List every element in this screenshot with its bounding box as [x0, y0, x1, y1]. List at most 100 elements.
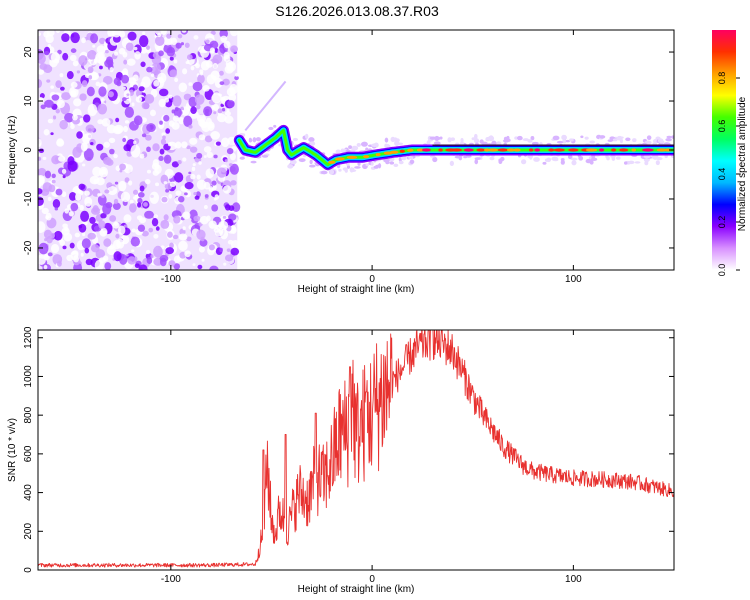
ridge-hotspot — [585, 148, 598, 152]
noise-speck — [114, 51, 118, 56]
ridge-hotspot — [513, 148, 521, 152]
noise-speck — [123, 125, 128, 133]
noise-speck — [219, 81, 225, 86]
noise-speck — [62, 175, 66, 179]
noise-speck — [76, 131, 83, 139]
noise-speck — [174, 172, 184, 183]
noise-speck — [61, 33, 70, 43]
noise-speck — [53, 230, 63, 241]
noise-speck — [81, 37, 86, 44]
noise-speck — [70, 32, 80, 44]
ridge-halo-speck — [378, 163, 382, 169]
noise-speck — [57, 49, 62, 55]
noise-speck — [163, 154, 172, 164]
noise-speck — [228, 213, 237, 221]
noise-speck — [70, 90, 77, 97]
ridge-halo-speck — [360, 141, 368, 147]
colorbar-tick-label: 0.6 — [717, 120, 727, 133]
noise-speck — [69, 242, 75, 249]
noise-speck — [214, 229, 223, 237]
noise-speck — [50, 85, 55, 89]
noise-speck — [183, 115, 193, 127]
noise-speck — [133, 46, 138, 51]
y-tick-label: 0 — [23, 567, 34, 573]
noise-speck — [43, 30, 50, 38]
ridge-halo-speck — [479, 139, 484, 144]
ridge-halo-speck — [625, 137, 631, 142]
noise-speck — [129, 203, 137, 213]
noise-speck — [230, 180, 237, 186]
ridge-halo-speck — [309, 164, 316, 168]
noise-speck — [133, 196, 137, 200]
noise-speck — [165, 247, 174, 255]
noise-speck — [181, 141, 188, 149]
noise-speck — [95, 81, 101, 87]
ridge-halo-speck — [252, 137, 257, 143]
colorbar: 0.0 0.2 0.4 0.6 0.8 Normalized spectral ampl… — [712, 30, 748, 276]
noise-speck — [158, 98, 166, 108]
noise-speck — [103, 75, 113, 85]
noise-speck — [98, 166, 109, 178]
noise-speck — [195, 62, 200, 69]
noise-speck — [196, 174, 201, 180]
noise-speck — [47, 118, 54, 124]
noise-speck — [198, 118, 205, 127]
ridge-halo-speck — [348, 145, 353, 150]
noise-speck — [72, 146, 82, 158]
x-tick-label: 0 — [369, 274, 375, 285]
noise-speck — [125, 254, 129, 257]
noise-speck — [57, 260, 62, 267]
noise-speck — [211, 204, 219, 212]
ridge-hotspot — [619, 148, 629, 152]
noise-speck — [100, 212, 107, 219]
ridge-halo-speck — [292, 137, 299, 142]
noise-speck — [38, 242, 49, 255]
ridge-halo-speck — [350, 149, 356, 153]
ridge-hotspot — [363, 155, 370, 159]
noise-speck — [58, 155, 66, 162]
noise-speck — [223, 51, 230, 60]
noise-speck — [63, 232, 73, 242]
noise-speck — [194, 94, 205, 105]
noise-speck — [197, 74, 205, 84]
ridge-hotspot — [568, 148, 579, 152]
ridge-halo-speck — [578, 155, 584, 161]
noise-speck — [54, 207, 59, 211]
noise-speck — [87, 66, 94, 74]
noise-speck — [70, 48, 77, 53]
noise-speck — [150, 254, 154, 259]
noise-speck — [216, 113, 227, 123]
noise-speck — [79, 117, 84, 122]
noise-speck — [123, 144, 131, 152]
noise-speck — [101, 194, 105, 199]
noise-speck — [83, 148, 94, 161]
ridge-halo-speck — [432, 156, 438, 163]
noise-speck — [163, 214, 169, 221]
noise-speck — [163, 181, 168, 185]
noise-speck — [55, 80, 62, 89]
noise-speck — [206, 151, 214, 159]
noise-speck — [38, 79, 43, 88]
ridge-halo-speck — [458, 155, 463, 161]
noise-speck — [229, 163, 239, 175]
noise-speck — [61, 168, 67, 174]
noise-speck — [228, 93, 237, 102]
noise-speck — [38, 221, 46, 233]
noise-speck — [226, 108, 230, 113]
noise-speck — [104, 49, 109, 54]
noise-speck — [131, 102, 135, 107]
noise-speck — [208, 186, 214, 192]
faint-streak — [244, 80, 287, 132]
noise-speck — [172, 95, 182, 107]
snr-xlabel: Height of straight line (km) — [298, 584, 415, 595]
noise-speck — [234, 75, 239, 81]
noise-speck — [174, 77, 179, 83]
noise-speck — [68, 211, 74, 217]
noise-speck — [159, 120, 163, 125]
noise-speck — [141, 133, 147, 138]
ridge-halo-speck — [659, 140, 665, 144]
spectrogram-xlabel: Height of straight line (km) — [298, 284, 415, 295]
ridge-halo-speck — [349, 167, 354, 173]
